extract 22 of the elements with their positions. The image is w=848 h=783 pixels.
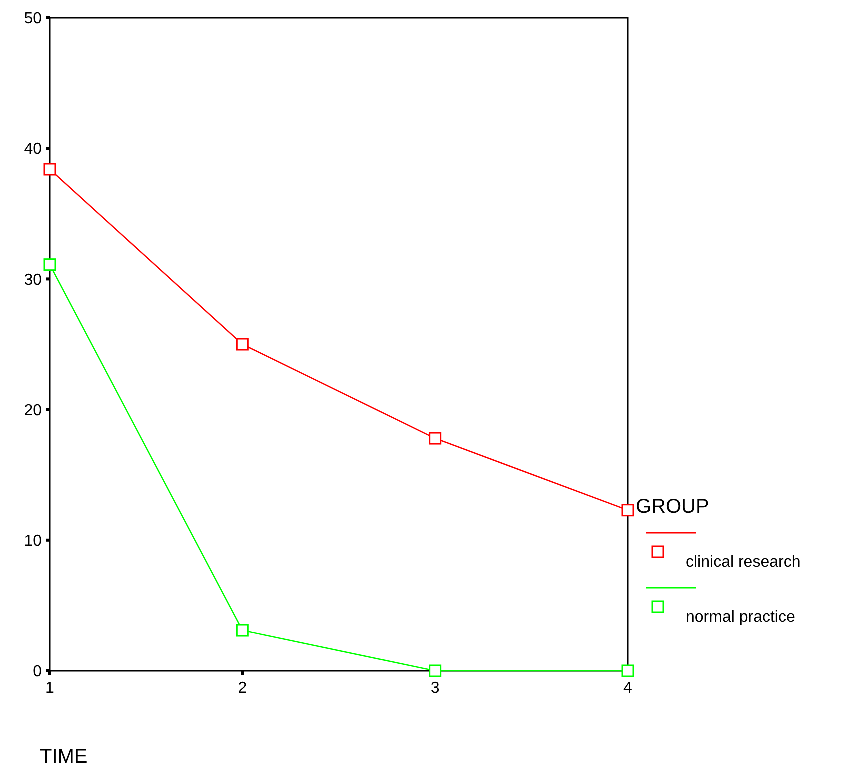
- legend-label: clinical research: [686, 554, 801, 571]
- y-tick-label: 20: [24, 402, 42, 420]
- point: [236, 624, 249, 637]
- x-tick-label: 4: [624, 680, 633, 697]
- y-tick-label: 40: [24, 141, 42, 158]
- legend-label: normal practice: [686, 609, 796, 626]
- x-axis-title: TIME: [40, 746, 88, 768]
- point: [429, 432, 442, 445]
- y-tick-label: 50: [24, 10, 42, 28]
- point: [44, 163, 56, 176]
- point: [429, 664, 442, 678]
- x-tick-label: 1: [46, 680, 55, 697]
- x-tick-label: 2: [238, 680, 248, 697]
- point: [236, 338, 249, 351]
- y-tick-label: 10: [24, 533, 42, 550]
- point: [622, 504, 634, 517]
- y-tick-label: 30: [24, 272, 42, 289]
- x-tick-label: 3: [430, 680, 440, 697]
- legend-title: GROUP: [636, 496, 710, 518]
- y-tick-label: 0: [33, 664, 42, 681]
- point: [622, 664, 634, 678]
- point: [44, 258, 56, 272]
